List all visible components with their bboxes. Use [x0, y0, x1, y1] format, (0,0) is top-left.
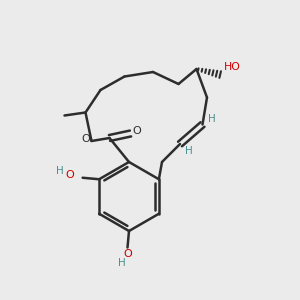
Text: O: O [124, 249, 133, 259]
Text: HO: HO [224, 62, 241, 73]
Text: O: O [82, 134, 91, 145]
Text: H: H [208, 114, 216, 124]
Text: H: H [56, 166, 64, 176]
Text: H: H [184, 146, 192, 156]
Text: O: O [132, 126, 141, 136]
Text: H: H [118, 258, 126, 268]
Text: O: O [66, 170, 74, 180]
